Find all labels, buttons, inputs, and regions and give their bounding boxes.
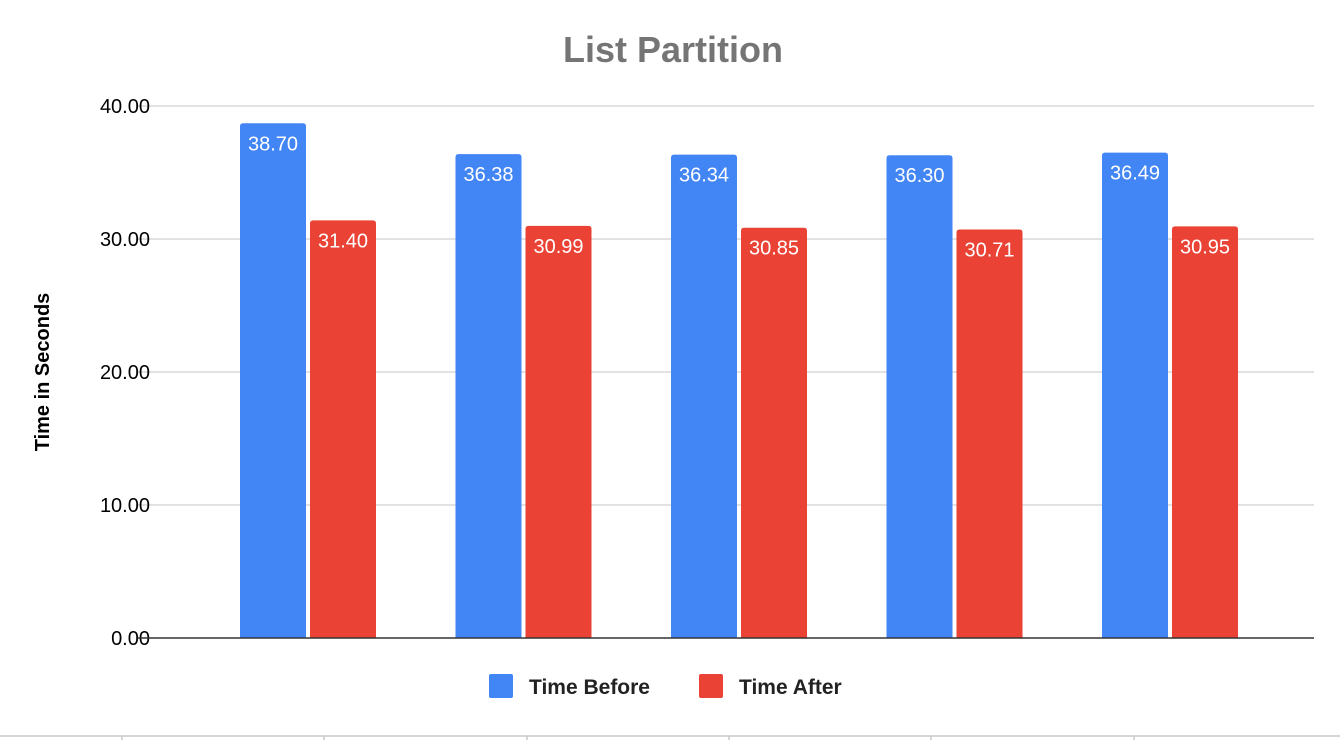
chart-title: List Partition bbox=[563, 29, 783, 70]
bar-time-after bbox=[741, 227, 807, 638]
bar-data-label: 36.34 bbox=[679, 165, 729, 187]
y-tick-label: 40.00 bbox=[100, 96, 150, 118]
y-tick-label: 30.00 bbox=[100, 229, 150, 251]
legend-swatch bbox=[699, 674, 723, 698]
footer-rule bbox=[0, 735, 1340, 740]
bar-data-label: 30.99 bbox=[533, 236, 583, 258]
legend-label: Time Before bbox=[529, 676, 650, 699]
bar-data-label: 38.70 bbox=[248, 133, 298, 155]
y-tick-label: 10.00 bbox=[100, 495, 150, 517]
bar-time-before bbox=[240, 123, 306, 639]
bar-time-after bbox=[1172, 226, 1238, 639]
y-axis-ticks: 0.00 10.00 20.00 30.00 40.00 bbox=[100, 96, 150, 650]
legend: Time Before Time After bbox=[489, 674, 842, 699]
y-tick-label: 0.00 bbox=[111, 628, 150, 650]
bar-time-after bbox=[956, 229, 1023, 638]
bar-data-label: 30.85 bbox=[749, 238, 799, 260]
bar-time-before bbox=[1102, 152, 1168, 639]
bar-data-label: 30.95 bbox=[1180, 236, 1230, 258]
data-labels: 38.70 36.38 36.34 36.30 36.49 31.40 30.99 30.85… bbox=[248, 133, 1230, 261]
bar-time-before bbox=[455, 154, 522, 638]
bar-data-label: 30.71 bbox=[964, 240, 1014, 262]
bars bbox=[240, 123, 1238, 639]
legend-label: Time After bbox=[739, 676, 842, 699]
bar-data-label: 36.49 bbox=[1110, 163, 1160, 185]
legend-swatch bbox=[489, 674, 513, 698]
bar-time-after bbox=[310, 220, 376, 638]
bar-data-label: 36.38 bbox=[463, 164, 513, 186]
bar-time-after bbox=[525, 225, 592, 638]
bar-time-before bbox=[671, 154, 737, 639]
y-axis-title: Time in Seconds bbox=[32, 293, 54, 452]
bar-data-label: 31.40 bbox=[318, 230, 368, 252]
y-tick-label: 20.00 bbox=[100, 362, 150, 384]
bar-time-before bbox=[886, 155, 953, 638]
bar-data-label: 36.30 bbox=[894, 165, 944, 187]
